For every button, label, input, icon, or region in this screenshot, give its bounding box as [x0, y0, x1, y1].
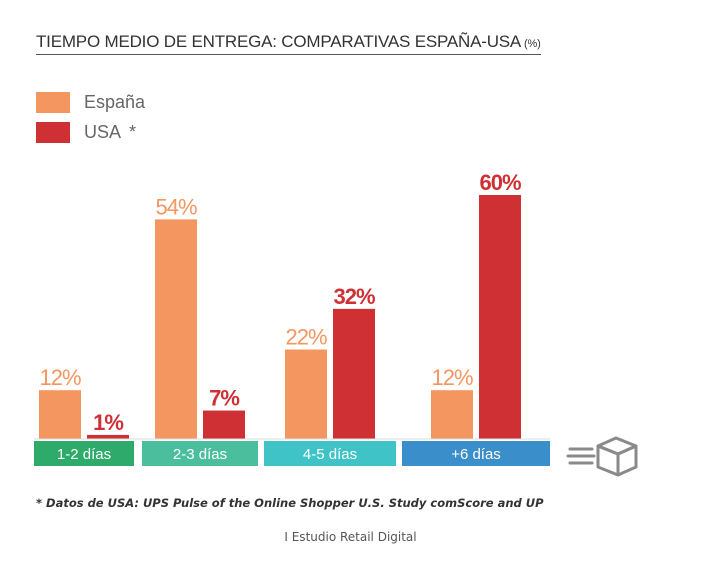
- data-label-espana-3: 12%: [431, 365, 472, 390]
- bar-usa-0: [87, 434, 129, 439]
- data-label-espana-0: 12%: [39, 365, 80, 390]
- footnote: * Datos de USA: UPS Pulse of the Online …: [36, 496, 544, 510]
- bar-usa-1: [203, 410, 245, 439]
- chart-title: TIEMPO MEDIO DE ENTREGA: COMPARATIVAS ES…: [36, 32, 541, 55]
- data-label-espana-1: 54%: [155, 194, 196, 219]
- bar-espana-2: [285, 349, 327, 439]
- bar-chart: 12% 1% 1-2 días 54% 7% 2-3 días 22% 32% 4-5 días…: [34, 170, 638, 477]
- data-label-espana-2: 22%: [285, 325, 326, 350]
- category-band-2: [264, 441, 396, 466]
- bar-espana-3: [431, 390, 473, 439]
- category-label-3: +6 días: [451, 446, 501, 463]
- legend-item-espana: España: [36, 92, 145, 113]
- chart-title-text: TIEMPO MEDIO DE ENTREGA: COMPARATIVAS ES…: [36, 32, 522, 51]
- legend-label-usa: USA: [84, 122, 122, 142]
- data-label-usa-3: 60%: [479, 170, 520, 195]
- source-text: I Estudio Retail Digital: [284, 530, 417, 544]
- bar-usa-3: [479, 195, 521, 439]
- category-band-1: [142, 441, 258, 466]
- bar-espana-1: [155, 219, 197, 439]
- bar-usa-2: [333, 308, 375, 439]
- category-label-0: 1-2 días: [57, 446, 111, 463]
- legend-swatch-espana: [36, 92, 70, 113]
- category-band-3: [402, 441, 550, 466]
- data-label-usa-2: 32%: [333, 284, 374, 309]
- legend-swatch-usa: [36, 122, 70, 143]
- data-label-usa-0: 1%: [93, 410, 123, 435]
- chart-title-unit: (%): [524, 38, 541, 50]
- category-band-0: [34, 441, 134, 466]
- category-label-2: 4-5 días: [303, 446, 357, 463]
- delivery-box-icon: [566, 436, 638, 477]
- legend-label-espana: España: [84, 92, 146, 112]
- data-label-usa-1: 7%: [209, 386, 239, 411]
- category-label-1: 2-3 días: [173, 446, 227, 463]
- bar-espana-0: [39, 390, 81, 439]
- legend-note-usa: *: [129, 122, 137, 142]
- legend-item-usa: USA *: [36, 122, 136, 143]
